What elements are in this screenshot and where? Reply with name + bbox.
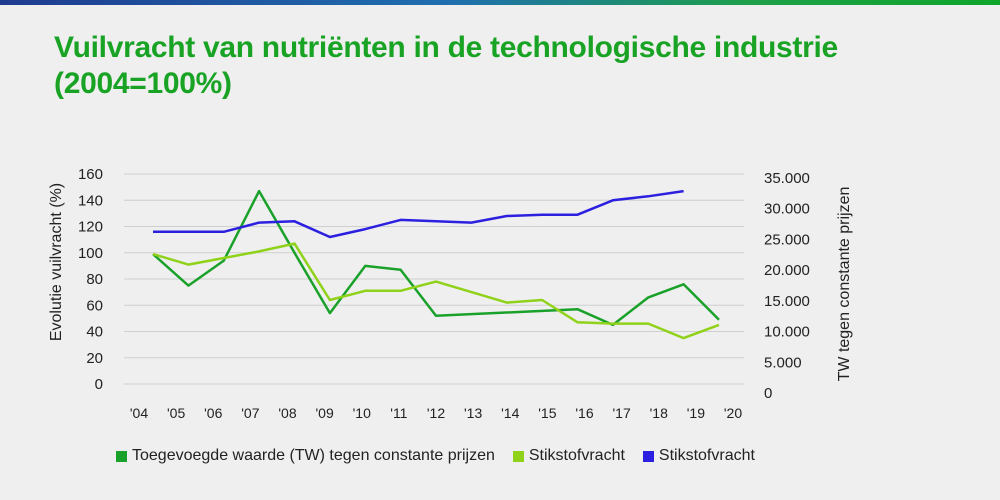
chart-title-line2: (2004=100%) [54,67,232,100]
y-tick-label: 60 [86,297,103,314]
y-tick-label: 20 [86,350,103,367]
top-gradient-bar [0,0,1000,5]
legend-swatch [116,450,127,462]
series-line-3 [153,189,684,239]
chart-title-line1: Vuilvracht van nutriënten in de technolo… [54,31,838,64]
x-tick-label: '15 [538,405,556,421]
legend-label: Toegevoegde waarde (TW) tegen constante … [132,447,495,464]
x-tick-label: '17 [613,405,631,421]
y2-tick-label: 0 [764,385,772,402]
x-tick-label: '11 [390,405,407,421]
y2-tick-label: 25.000 [764,231,810,248]
y2-tick-label: 15.000 [764,293,810,310]
x-tick-label: '14 [501,405,519,421]
y2-tick-label: 5.000 [764,354,802,371]
x-tick-label: '05 [167,405,185,421]
x-tick-label: '19 [687,405,705,421]
y-tick-label: 140 [78,192,103,209]
x-tick-label: '13 [464,405,482,421]
x-tick-label: '12 [427,405,445,421]
legend-label: Stikstofvracht [528,447,625,464]
y2-tick-label: 20.000 [764,262,810,279]
y2-axis-label: TW tegen constante prijzen [836,187,853,382]
y-tick-label: 160 [78,166,103,183]
x-tick-label: '08 [278,405,296,421]
x-tick-label: '09 [316,405,334,421]
y2-tick-label: 35.000 [764,170,810,187]
legend-swatch [642,450,654,462]
x-tick-label: '18 [650,405,668,421]
y-tick-label: 80 [86,271,103,288]
x-tick-label: '06 [204,405,222,421]
y-axis-label: Evolutie vuilvracht (%) [48,183,65,341]
series-line-1 [152,189,720,327]
legend-item-2: Stikstofvracht [512,447,625,465]
y-tick-label: 0 [95,376,103,393]
x-tick-label: '20 [724,405,742,421]
y2-tick-label: 30.000 [764,201,810,218]
x-tick-label: '10 [353,405,371,421]
x-tick-label: '07 [241,405,259,421]
chart-legend: Toegevoegde waarde (TW) tegen constante … [116,447,773,465]
y-tick-label: 40 [86,324,103,341]
series-line-2 [152,242,720,340]
y-tick-label: 120 [78,219,103,236]
x-tick-label: '16 [575,405,593,421]
y2-tick-label: 10.000 [764,324,810,341]
legend-item-3: Stikstofvracht [642,447,755,465]
chart-title: Vuilvracht van nutriënten in de technolo… [54,30,954,102]
legend-label: Stikstofvracht [658,447,755,464]
y-tick-label: 100 [78,245,103,262]
x-tick-label: '04 [130,405,148,421]
legend-swatch [512,450,524,462]
legend-item-1: Toegevoegde waarde (TW) tegen constante … [116,447,495,465]
